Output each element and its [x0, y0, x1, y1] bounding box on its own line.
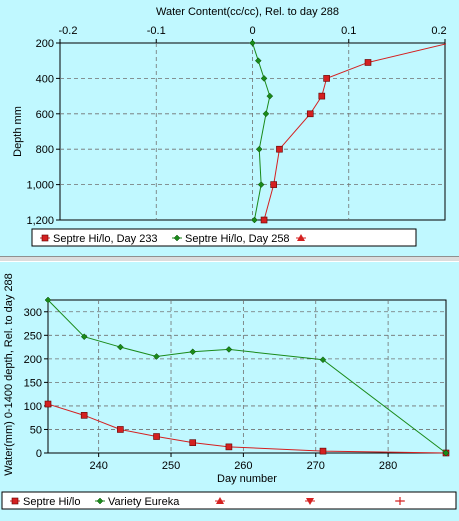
series-0-point: [260, 216, 268, 224]
y-tick-label: 100: [24, 401, 42, 413]
y-tick-label: 200: [24, 354, 42, 366]
plot-area: [47, 299, 447, 454]
series-0-point: [319, 447, 327, 455]
y-tick-label: 1,200: [26, 215, 54, 227]
legend-box: [1, 491, 457, 510]
legend-marker: [306, 498, 314, 505]
y-tick-label: 150: [24, 377, 42, 389]
series-1-point: [266, 92, 274, 100]
series-0-point: [153, 433, 160, 440]
legend: Septre Hi/lo Variety Eureka: [1, 491, 457, 510]
x-tick-label: -0.2: [59, 25, 78, 37]
y-tick-label: 600: [36, 109, 54, 121]
legend-box: [31, 228, 417, 247]
series-1-point: [262, 110, 270, 118]
series-0-point: [306, 110, 314, 118]
series-1-point: [249, 39, 256, 47]
legend-marker: [96, 497, 104, 505]
x-axis-ticks: -0.2 -0.1 0 0.1 0.2: [59, 25, 447, 43]
legend-marker: [41, 234, 49, 242]
series-1-point: [319, 356, 327, 364]
gridlines: [60, 43, 445, 220]
legend-label: Septre Hi/lo: [23, 496, 80, 508]
series-0-line: [47, 403, 447, 454]
y-axis-ticks: 200 400 600 800 1,000 1,200: [26, 38, 60, 227]
series-1-line: [252, 42, 271, 221]
series-0-point: [276, 145, 283, 153]
x-axis-label: Day number: [217, 473, 277, 485]
x-tick-label: 270: [307, 460, 325, 472]
series-1-point: [44, 296, 52, 304]
y-tick-label: 1,000: [26, 180, 54, 192]
series-0-point: [270, 181, 277, 188]
x-tick-label: 250: [162, 460, 180, 472]
legend-label: Septre Hi/lo, Day 258: [185, 233, 290, 245]
series-1-point: [189, 348, 197, 356]
series-1-point: [260, 75, 268, 82]
series-0-point: [225, 443, 233, 451]
series-0-point: [189, 439, 197, 446]
series-1-point: [251, 216, 258, 224]
series-0-line: [263, 43, 446, 221]
series-0: [260, 40, 453, 224]
time-series-chart: 240 250 260 270 280 Day number 0 50 100 150 200 250…: [1, 273, 457, 510]
y-axis-ticks: 0 50 100 150 200 250 300: [24, 307, 48, 460]
series-1: [44, 296, 450, 457]
series-0-point: [323, 75, 330, 82]
x-tick-label: 0.1: [341, 25, 356, 37]
series-0-point: [80, 412, 88, 419]
series-0-point: [447, 40, 453, 46]
chart-title: Water Content(cc/cc), Rel. to day 288: [156, 6, 339, 18]
y-axis-label: Depth mm: [12, 106, 24, 157]
legend: Septre Hi/lo, Day 233 Septre Hi/lo, Day 2…: [31, 228, 417, 247]
series-1-point: [80, 333, 88, 341]
series-0-point: [364, 59, 372, 66]
series-0-point: [318, 92, 326, 100]
y-tick-label: 0: [36, 448, 42, 460]
legend-marker: [396, 497, 404, 505]
legend-label: Septre Hi/lo, Day 233: [53, 233, 158, 245]
panel-divider[interactable]: [0, 256, 459, 262]
legend-marker: [297, 234, 305, 241]
x-tick-label: -0.1: [147, 25, 166, 37]
y-tick-label: 50: [30, 424, 42, 436]
x-tick-label: 260: [234, 460, 252, 472]
series-1: [249, 39, 274, 224]
y-tick-label: 400: [36, 73, 54, 85]
y-axis-label: Water(mm) 0-1400 depth, Rel. to day 288: [3, 273, 15, 476]
legend-marker: [216, 497, 224, 504]
x-tick-label: 0.2: [431, 25, 446, 37]
y-tick-label: 250: [24, 330, 42, 342]
series-0-point: [117, 426, 124, 433]
series-1-point: [117, 343, 124, 351]
series-1-point: [225, 346, 233, 353]
series-1-point: [153, 353, 160, 360]
x-tick-label: 280: [379, 460, 397, 472]
y-tick-label: 200: [36, 38, 54, 50]
series-0-point: [44, 400, 52, 408]
legend-label: Variety Eureka: [108, 496, 180, 508]
x-tick-label: 0: [249, 25, 255, 37]
legend-marker: [11, 497, 19, 505]
series-0: [44, 400, 450, 457]
series-1-point: [255, 145, 263, 153]
legend-marker: [173, 234, 181, 242]
series-1-point: [254, 57, 262, 65]
y-tick-label: 800: [36, 144, 54, 156]
gridlines: [48, 300, 446, 453]
x-axis-ticks: 240 250 260 270 280: [89, 453, 397, 472]
series-1-point: [257, 181, 265, 188]
depth-profile-chart: -0.2 -0.1 0 0.1 0.2 Water Content(cc/cc), Rel…: [12, 6, 453, 247]
series-1-point: [442, 449, 450, 457]
x-tick-label: 240: [89, 460, 107, 472]
y-tick-label: 300: [24, 307, 42, 319]
series-1-line: [47, 299, 447, 454]
